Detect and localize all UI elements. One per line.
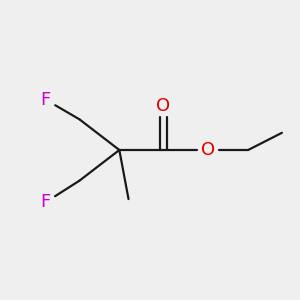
Text: O: O	[201, 141, 215, 159]
Text: F: F	[40, 193, 51, 211]
Text: F: F	[40, 91, 51, 109]
Text: O: O	[156, 97, 171, 115]
